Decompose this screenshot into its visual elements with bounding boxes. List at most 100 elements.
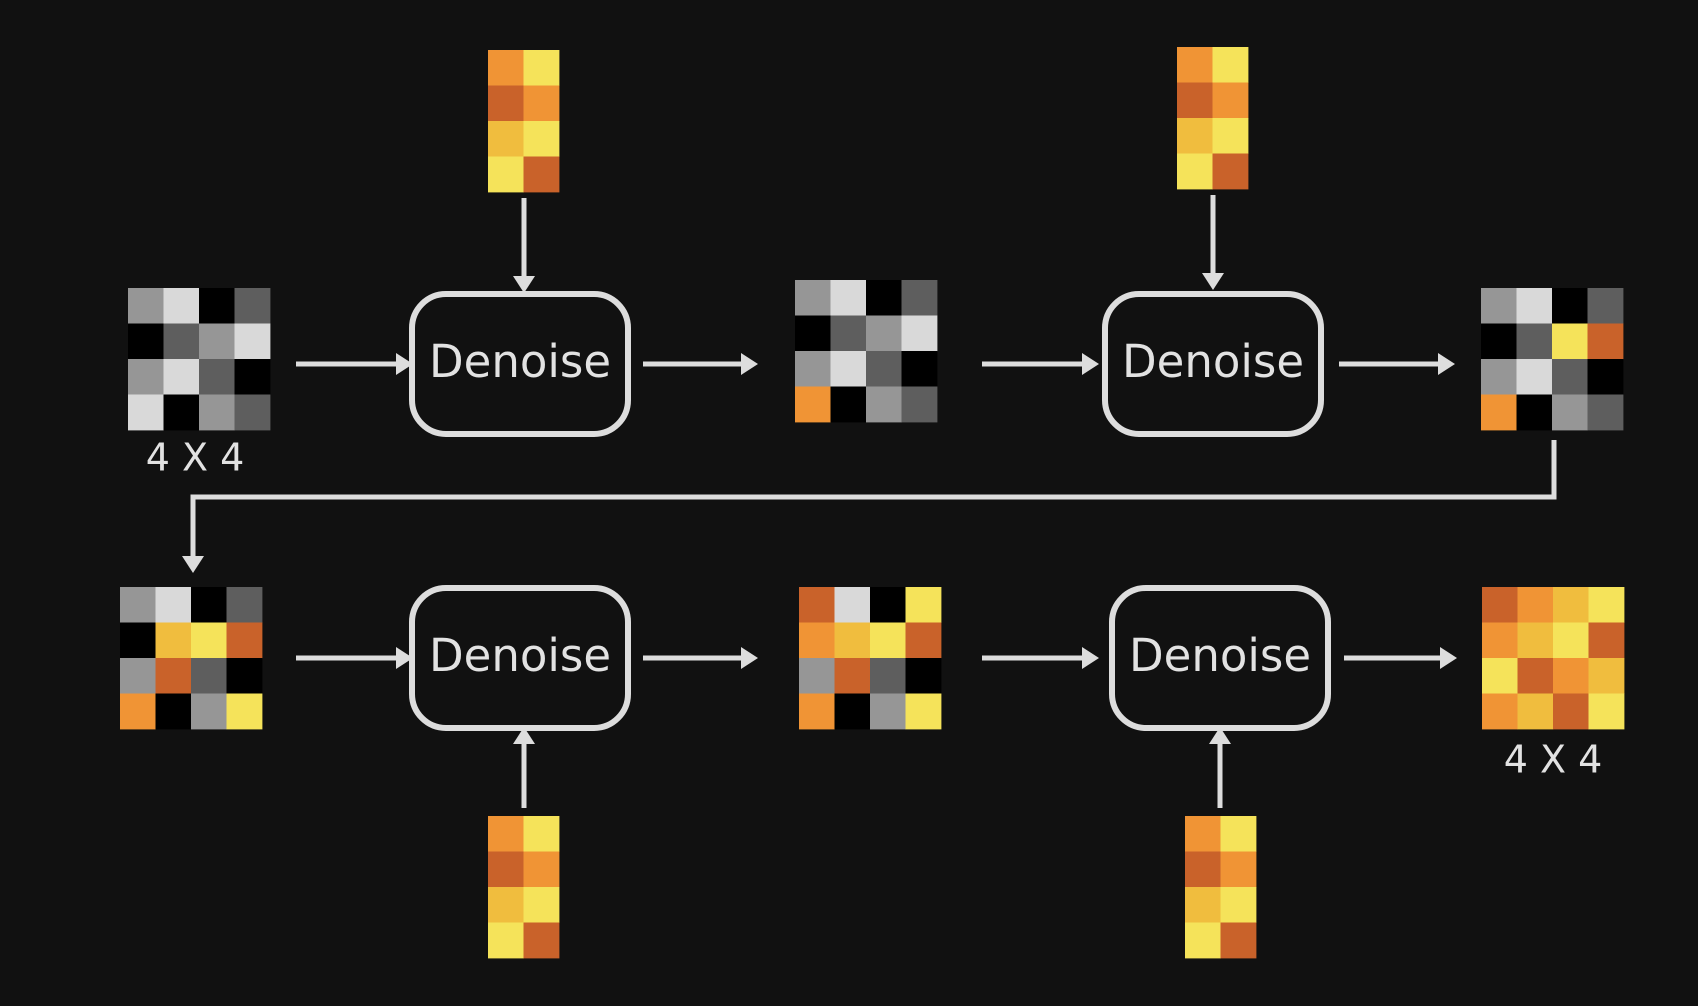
arrowhead <box>182 556 204 573</box>
grid-cell <box>866 315 902 352</box>
grid-cell <box>795 280 831 316</box>
grid-cell <box>120 587 156 623</box>
grid-cell <box>1482 622 1518 659</box>
grid-cell <box>870 693 906 730</box>
grid-cell <box>128 394 164 431</box>
grid-cell <box>128 359 164 395</box>
grid-cell <box>1220 922 1257 959</box>
grid-cell <box>199 359 235 395</box>
denoise-step-4: Denoise <box>1109 585 1331 731</box>
grid-cell <box>1481 359 1517 395</box>
arrowhead <box>396 647 413 669</box>
arrowhead <box>513 727 535 744</box>
grid-cell <box>1185 851 1221 888</box>
grid-cell <box>120 658 156 694</box>
grid-cell <box>1588 693 1625 730</box>
grid-cell <box>226 587 263 623</box>
grid-cell <box>191 622 227 659</box>
arrowhead <box>1082 353 1099 375</box>
denoise-step-2: Denoise <box>1102 291 1324 437</box>
grid-cell <box>1517 658 1554 694</box>
arrows <box>190 195 1557 808</box>
grid-cell <box>1482 658 1518 694</box>
grid-cell <box>1553 622 1589 659</box>
grid-cell <box>866 386 902 423</box>
arrowhead <box>741 647 758 669</box>
conditioning-vector <box>1185 816 1257 959</box>
grid-cell <box>1482 693 1518 730</box>
grid-cell <box>488 851 524 888</box>
arrowhead <box>741 353 758 375</box>
grid-cell <box>866 280 902 316</box>
output-size-label: 4 X 4 <box>1504 738 1603 782</box>
grid-cell <box>1553 587 1589 623</box>
conditioning-vector <box>488 50 560 193</box>
grid-cell <box>488 85 524 122</box>
grid-cell <box>488 156 524 193</box>
latent-step-3 <box>799 587 942 730</box>
grid-cell <box>905 587 942 623</box>
denoise-step-1: Denoise <box>409 291 631 437</box>
arrowheads <box>182 273 1457 744</box>
grid-cell <box>128 323 164 360</box>
denoise-label: Denoise <box>1122 335 1304 388</box>
grid-cell <box>234 359 271 395</box>
latent-step-2 <box>1481 288 1624 431</box>
grid-cell <box>866 351 902 387</box>
input-size-label: 4 X 4 <box>146 436 245 480</box>
latent-step-2-continued <box>120 587 263 730</box>
grid-cell <box>1588 622 1625 659</box>
grid-cell <box>799 587 835 623</box>
grid-cell <box>523 887 560 923</box>
grid-cell <box>1185 816 1221 852</box>
grid-cell <box>834 693 871 730</box>
grid-cell <box>1185 922 1221 959</box>
arrowhead <box>1438 353 1455 375</box>
grid-cell <box>834 658 871 694</box>
grid-cell <box>191 693 227 730</box>
denoise-label: Denoise <box>1129 629 1311 682</box>
arrowhead <box>1202 273 1224 290</box>
grid-cell <box>199 288 235 324</box>
grid-cell <box>905 622 942 659</box>
grid-cell <box>1177 82 1213 119</box>
latent-step-1 <box>795 280 938 423</box>
grid-cell <box>834 622 871 659</box>
denoise-box <box>1102 291 1324 437</box>
grid-cell <box>830 351 867 387</box>
grid-cell <box>199 323 235 360</box>
grid-cell <box>795 315 831 352</box>
grid-cell <box>1516 359 1553 395</box>
denoise-label: Denoise <box>429 335 611 388</box>
grid-cell <box>799 658 835 694</box>
grid-cell <box>830 386 867 423</box>
grid-cell <box>523 85 560 122</box>
grid-cell <box>1552 288 1588 324</box>
grid-cell <box>1185 887 1221 923</box>
grid-cell <box>234 394 271 431</box>
grid-cell <box>191 587 227 623</box>
grid-cell <box>1517 693 1554 730</box>
grid-cell <box>1516 394 1553 431</box>
conditioning-vector <box>488 816 560 959</box>
grid-cell <box>1177 118 1213 154</box>
grid-cell <box>1220 816 1257 852</box>
grid-cell <box>488 887 524 923</box>
grid-cell <box>799 622 835 659</box>
grid-cell <box>1516 288 1553 324</box>
grid-cell <box>1212 47 1249 83</box>
grid-cell <box>1516 323 1553 360</box>
grid-cell <box>1482 587 1518 623</box>
grid-cell <box>901 315 938 352</box>
grid-cell <box>1552 323 1588 360</box>
grid-cell <box>1481 394 1517 431</box>
grid-cell <box>155 658 192 694</box>
grid-cell <box>1220 887 1257 923</box>
grid-cell <box>1587 288 1624 324</box>
grid-cell <box>795 351 831 387</box>
grid-cell <box>799 693 835 730</box>
arrowhead <box>1209 727 1231 744</box>
grid-cell <box>523 816 560 852</box>
grid-cell <box>1220 851 1257 888</box>
